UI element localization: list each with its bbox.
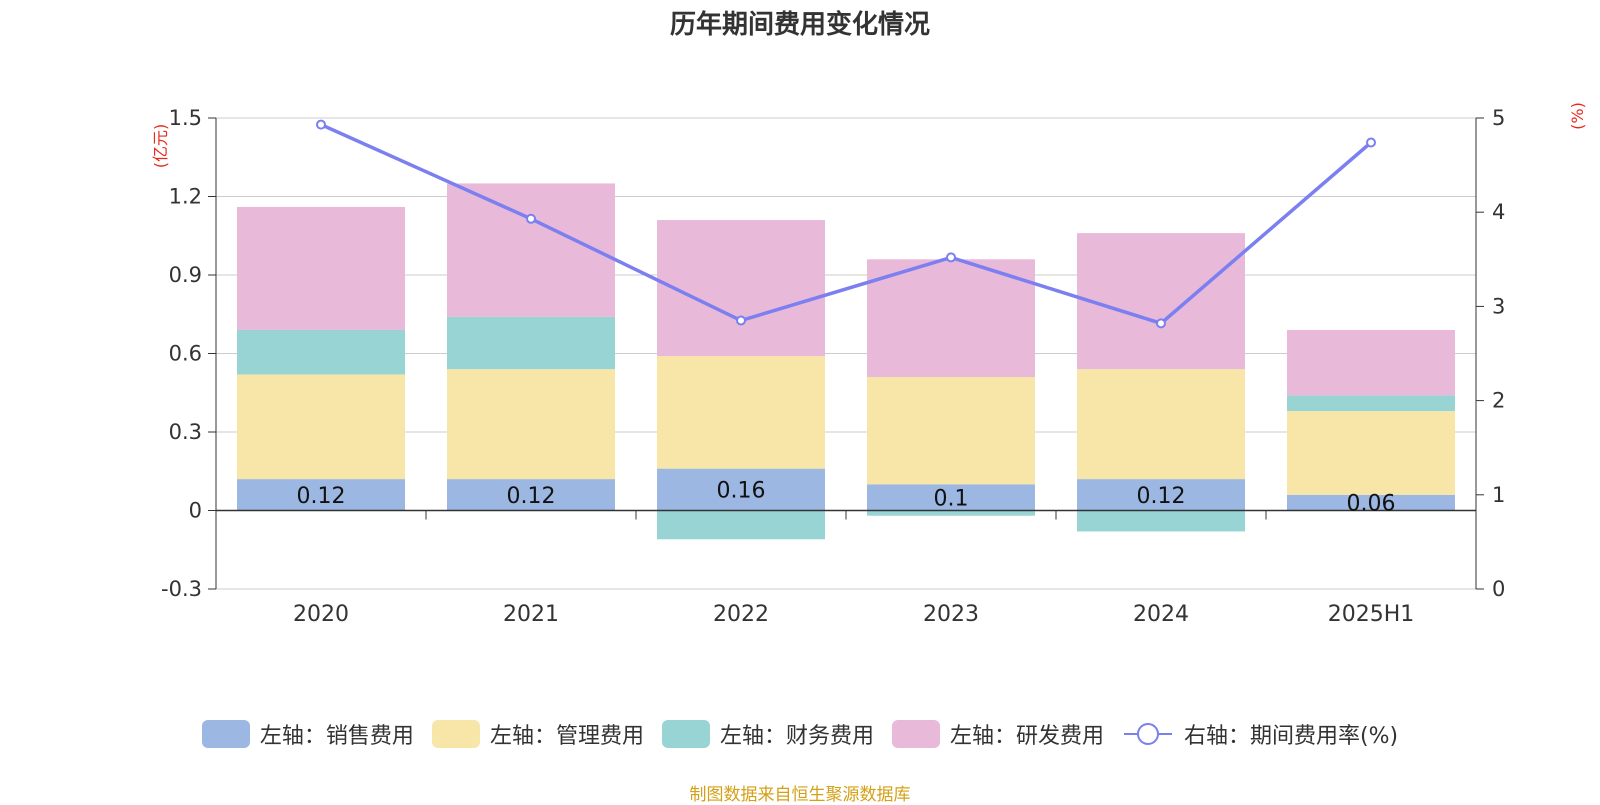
bar-3-2024	[1077, 233, 1245, 370]
right-tick-label: 1	[1492, 483, 1505, 507]
legend-swatch-sales	[201, 720, 250, 748]
category-label: 2020	[293, 602, 349, 627]
legend-label-finance: 左轴：财务费用	[719, 724, 874, 749]
legend-item-finance[interactable]: 左轴：财务费用	[661, 718, 874, 750]
legend-label-admin: 左轴：管理费用	[489, 724, 644, 749]
legend-item-admin[interactable]: 左轴：管理费用	[431, 718, 644, 750]
bar-2-2020	[237, 329, 405, 375]
left-tick-label: -0.3	[161, 577, 202, 601]
right-tick-label: 4	[1492, 200, 1505, 224]
bar-2-2021	[447, 316, 615, 370]
bar-3-2021	[447, 183, 615, 317]
bar-1-2024	[1077, 369, 1245, 480]
data-label: 0.12	[1137, 484, 1186, 509]
data-label: 0.1	[934, 486, 969, 511]
expense-rate-point	[736, 315, 746, 326]
line-layer	[316, 119, 1376, 329]
expense-rate-point	[1156, 318, 1166, 329]
right-tick-label: 0	[1492, 577, 1505, 601]
left-tick-label: 0	[189, 499, 202, 523]
legend: 左轴：销售费用 左轴：管理费用 左轴：财务费用 左轴：研发费用 右轴：期间费用率…	[0, 718, 1600, 750]
legend-item-rnd[interactable]: 左轴：研发费用	[891, 718, 1104, 750]
data-label: 0.12	[297, 484, 346, 509]
source-note: 制图数据来自恒生聚源数据库	[689, 785, 911, 805]
data-label: 0.06	[1347, 492, 1396, 517]
left-axis-unit: (亿元)	[151, 124, 170, 169]
left-tick-label: 1.5	[169, 106, 202, 130]
chart-title: 历年期间费用变化情况	[669, 10, 930, 40]
legend-swatch-finance	[661, 720, 710, 748]
left-tick-label: 0.9	[169, 263, 202, 287]
grid-layer	[216, 117, 1476, 590]
legend-swatch-rnd	[891, 720, 940, 748]
legend-item-rate[interactable]: 右轴：期间费用率(%)	[1122, 718, 1398, 750]
bar-0-2025H1	[1287, 494, 1455, 511]
data-label: 0.16	[717, 479, 766, 504]
expense-rate-point	[1366, 137, 1376, 148]
legend-swatch-admin	[431, 720, 480, 748]
category-label: 2025H1	[1328, 602, 1415, 627]
bar-0-2024	[1077, 479, 1245, 511]
bar-0-2022	[657, 468, 825, 511]
left-tick-label: 1.2	[169, 185, 202, 209]
expense-rate-point	[526, 213, 536, 224]
bar-0-2023	[867, 484, 1035, 511]
bar-1-2025H1	[1287, 411, 1455, 495]
legend-label-rate: 右轴：期间费用率(%)	[1183, 724, 1399, 749]
expense-rate-point	[316, 119, 326, 130]
right-tick-label: 3	[1492, 294, 1505, 318]
legend-item-sales[interactable]: 左轴：销售费用	[201, 718, 414, 750]
bar-3-2025H1	[1287, 329, 1455, 396]
bar-2-2022	[657, 510, 825, 540]
bar-1-2020	[237, 374, 405, 480]
right-axis-unit: (%)	[1568, 102, 1587, 130]
expense-rate-line	[320, 122, 1373, 326]
left-tick-label: 0.3	[169, 420, 202, 444]
bar-1-2021	[447, 369, 615, 480]
right-tick-label: 2	[1492, 389, 1505, 413]
bar-2-2023	[867, 510, 1035, 516]
line-marker-icon	[1123, 723, 1172, 745]
bar-2-2024	[1077, 510, 1245, 532]
bar-0-2021	[447, 479, 615, 511]
category-label: 2021	[503, 602, 559, 627]
bar-layer	[237, 183, 1455, 540]
category-label: 2024	[1133, 602, 1189, 627]
right-tick-label: 5	[1492, 106, 1505, 130]
bar-3-2020	[237, 206, 405, 330]
expense-rate-point	[946, 252, 956, 263]
bar-3-2022	[657, 220, 825, 357]
category-label: 2022	[713, 602, 769, 627]
axis-layer: -0.3 0 0.3 0.6 0.9 1.2 1.5 0 1 2 3 4 5 2020 2021 2022 20…	[161, 106, 1505, 627]
bar-3-2023	[867, 259, 1035, 378]
left-tick-label: 0.6	[169, 342, 202, 366]
bar-2-2025H1	[1287, 395, 1455, 412]
legend-label-rnd: 左轴：研发费用	[949, 724, 1104, 749]
bar-1-2023	[867, 377, 1035, 485]
data-label: 0.12	[507, 484, 556, 509]
legend-label-sales: 左轴：销售费用	[259, 724, 414, 749]
bar-1-2022	[657, 356, 825, 469]
label-layer: 0.12 0.12 0.16 0.1 0.12 0.06	[297, 479, 1396, 517]
bar-0-2020	[237, 479, 405, 511]
category-label: 2023	[923, 602, 979, 627]
